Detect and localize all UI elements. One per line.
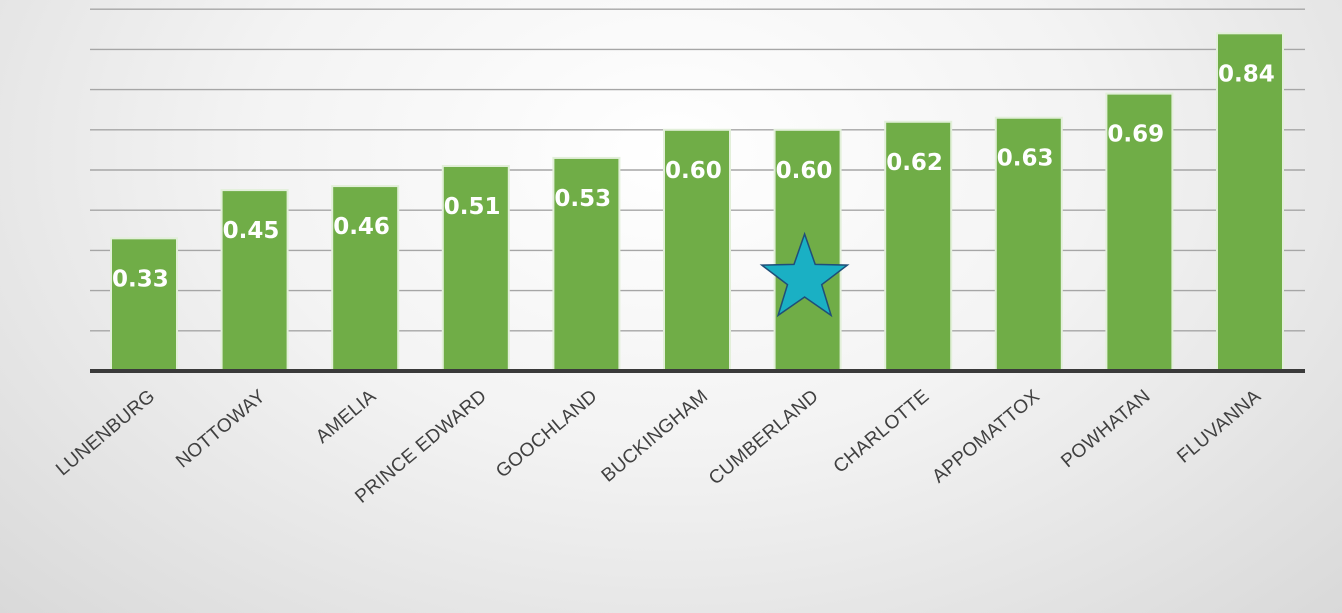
- category-label: CHARLOTTE: [830, 386, 934, 478]
- data-label: 0.60: [776, 158, 833, 184]
- bar: [1105, 92, 1174, 373]
- category-label: BUCKINGHAM: [598, 386, 712, 487]
- data-label: 0.62: [886, 150, 943, 176]
- data-label: 0.63: [997, 146, 1054, 172]
- data-label: 0.53: [554, 186, 611, 212]
- bar: [110, 237, 178, 372]
- category-label: NOTTOWAY: [172, 386, 270, 473]
- bar: [220, 189, 289, 372]
- data-label: 0.84: [1218, 61, 1275, 87]
- bar: [884, 120, 953, 373]
- category-label: CUMBERLAND: [705, 386, 823, 490]
- category-label: POWHATAN: [1057, 386, 1154, 472]
- star-icon: [759, 231, 850, 318]
- category-label: AMELIA: [312, 386, 380, 448]
- data-label: 0.51: [444, 194, 501, 220]
- category-label: FLUVANNA: [1173, 386, 1265, 468]
- data-label: 0.46: [333, 214, 390, 240]
- bar: [994, 116, 1063, 372]
- category-label: APPOMATTOX: [928, 386, 1044, 488]
- data-label: 0.69: [1107, 122, 1164, 148]
- highlight-markers: [759, 231, 850, 318]
- data-labels: 0.33 0.45 0.46 0.51 0.53 0.60 0.60 0.62 0.63 0.69…: [112, 61, 1275, 292]
- bars: [110, 32, 1284, 373]
- data-label: 0.33: [112, 266, 169, 292]
- data-label: 0.45: [223, 218, 280, 244]
- category-label: LUNENBURG: [52, 386, 159, 481]
- category-label: GOOCHLAND: [492, 386, 601, 483]
- data-label: 0.60: [665, 158, 722, 184]
